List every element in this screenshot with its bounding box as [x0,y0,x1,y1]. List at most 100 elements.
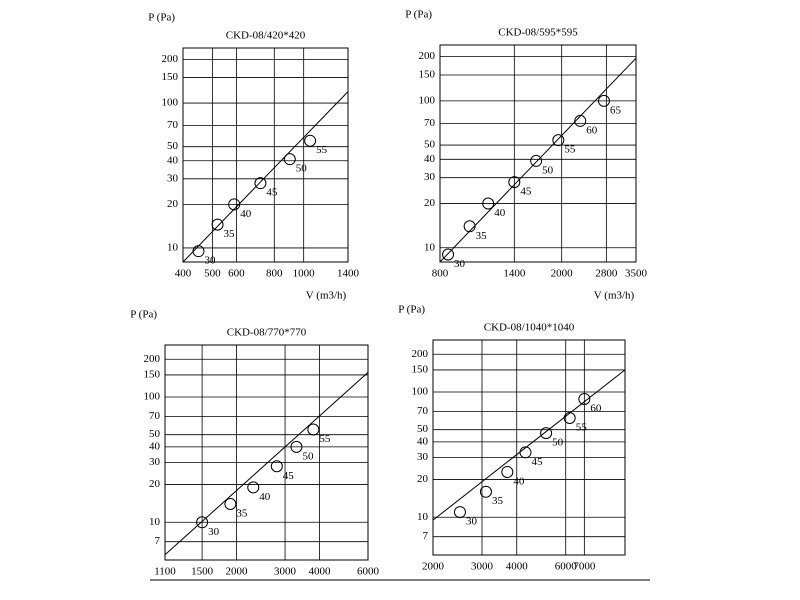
data-point [290,440,303,453]
x-axis-label: V (m3/h) [306,290,347,302]
y-tick-label: 40 [424,153,436,165]
point-label: 30 [205,255,217,267]
y-tick-label: 20 [424,197,436,209]
y-tick-label: 150 [144,368,161,380]
point-label: 40 [259,491,271,503]
data-point [597,94,610,107]
point-label: 35 [476,230,488,242]
chart-title: CKD-08/595*595 [498,27,578,39]
y-axis-label: P (Pa) [130,309,157,321]
x-tick-label: 1400 [337,268,360,280]
data-point [540,427,553,440]
y-tick-label: 30 [424,171,436,183]
point-label: 50 [552,437,564,449]
x-tick-label: 1000 [293,268,316,280]
data-point [192,245,205,258]
y-tick-label: 20 [417,473,429,485]
x-tick-label: 400 [175,268,192,280]
point-label: 50 [296,163,308,175]
data-point [578,392,591,405]
y-tick-label: 70 [424,117,436,129]
y-tick-label: 20 [167,198,179,210]
point-label: 35 [492,495,504,507]
point-label: 45 [520,186,532,198]
x-tick-label: 4000 [506,561,529,573]
data-point [228,198,241,211]
x-tick-label: 2000 [422,561,445,573]
x-tick-label: 800 [432,268,449,280]
y-tick-label: 100 [144,391,161,403]
x-tick-label: 600 [228,268,245,280]
x-tick-label: 1400 [503,268,526,280]
y-tick-label: 40 [149,440,161,452]
point-label: 30 [466,516,478,528]
point-label: 55 [319,433,331,445]
y-tick-label: 30 [149,456,161,468]
data-point [563,412,576,425]
y-axis-label: P (Pa) [405,9,432,21]
y-tick-label: 100 [162,97,179,109]
data-point [482,197,495,210]
x-tick-label: 6000 [555,561,578,573]
y-tick-label: 10 [417,511,429,523]
point-label: 65 [610,104,622,116]
y-tick-label: 40 [167,154,179,166]
y-tick-label: 40 [417,435,429,447]
point-label: 45 [283,470,295,482]
y-tick-label: 10 [167,241,179,253]
point-label: 30 [454,258,466,270]
chart-title: CKD-08/420*420 [226,30,306,42]
y-tick-label: 200 [144,353,161,365]
y-tick-label: 150 [412,363,429,375]
point-label: 40 [240,208,252,220]
y-tick-label: 70 [417,405,429,417]
x-tick-label: 3500 [625,268,648,280]
y-tick-label: 100 [412,386,429,398]
data-point [442,248,455,261]
x-tick-label: 3000 [471,561,494,573]
y-tick-label: 50 [167,140,179,152]
x-tick-label: 1500 [191,566,214,578]
y-tick-label: 150 [162,71,179,83]
x-axis-label: V (m3/h) [594,290,635,302]
y-tick-label: 7 [423,530,429,542]
x-tick-label: 6000 [357,566,380,578]
y-tick-label: 50 [424,139,436,151]
data-point [211,218,224,231]
y-tick-label: 150 [419,69,436,81]
data-point [479,485,492,498]
y-axis-label: P (Pa) [398,304,425,316]
x-tick-label: 2000 [226,566,249,578]
data-point [530,154,543,167]
chart-title: CKD-08/1040*1040 [484,322,575,334]
data-point [304,134,317,147]
point-label: 60 [586,124,598,136]
y-tick-label: 30 [167,172,179,184]
data-point [519,446,532,459]
x-tick-label: 7000 [573,561,596,573]
y-tick-label: 20 [149,478,161,490]
y-axis-label: P (Pa) [148,12,175,24]
data-point [574,114,587,127]
data-point [463,220,476,233]
data-point [508,176,521,189]
y-tick-label: 70 [149,410,161,422]
y-tick-label: 50 [417,423,429,435]
x-tick-label: 1100 [154,566,176,578]
y-tick-label: 200 [162,53,179,65]
x-tick-label: 2800 [595,268,618,280]
point-label: 40 [513,475,525,487]
point-label: 55 [564,144,576,156]
data-point [307,423,320,436]
chart-title: CKD-08/770*770 [227,327,307,339]
y-tick-label: 30 [417,451,429,463]
point-label: 35 [236,508,248,520]
y-tick-label: 100 [419,94,436,106]
point-label: 35 [224,228,236,240]
y-tick-label: 10 [424,241,436,253]
data-point [247,481,260,494]
fit-line [182,91,349,263]
data-point [501,465,514,478]
